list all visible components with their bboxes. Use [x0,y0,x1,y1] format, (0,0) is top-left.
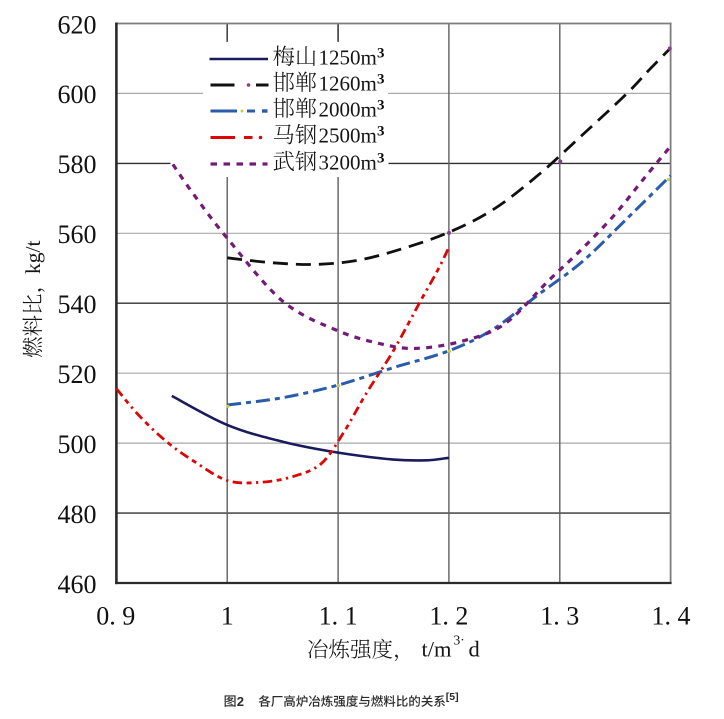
svg-text:620: 620 [58,10,97,39]
svg-text:1. 3: 1. 3 [540,602,579,631]
svg-text:1: 1 [221,602,234,631]
svg-text:580: 580 [58,150,97,179]
svg-text:3·: 3· [454,633,465,648]
svg-text:3: 3 [377,97,385,113]
svg-text:2000m: 2000m [319,97,377,121]
svg-text:1. 1: 1. 1 [319,602,358,631]
svg-text:2: 2 [237,694,244,709]
svg-text:2500m: 2500m [319,124,377,148]
svg-text:1. 2: 1. 2 [429,602,468,631]
svg-text:3: 3 [377,45,385,61]
svg-text:540: 540 [58,290,97,319]
svg-text:1260m: 1260m [319,71,377,95]
svg-text:3200m: 3200m [319,150,377,174]
svg-text:[5]: [5] [446,691,459,703]
svg-text:500: 500 [58,430,97,459]
svg-text:480: 480 [58,500,97,529]
svg-text:3: 3 [377,150,385,166]
svg-text:kg/t: kg/t [21,241,45,274]
svg-text:600: 600 [58,80,97,109]
svg-text:1250m: 1250m [319,45,377,69]
svg-text:3: 3 [377,124,385,140]
svg-text:3: 3 [377,71,385,87]
svg-text:t/m: t/m [422,637,453,662]
svg-text:520: 520 [58,360,97,389]
svg-text:d: d [469,637,480,662]
svg-text:560: 560 [58,220,97,249]
svg-text:460: 460 [58,570,97,599]
svg-text:1. 4: 1. 4 [652,602,691,631]
svg-text:0. 9: 0. 9 [96,602,135,631]
